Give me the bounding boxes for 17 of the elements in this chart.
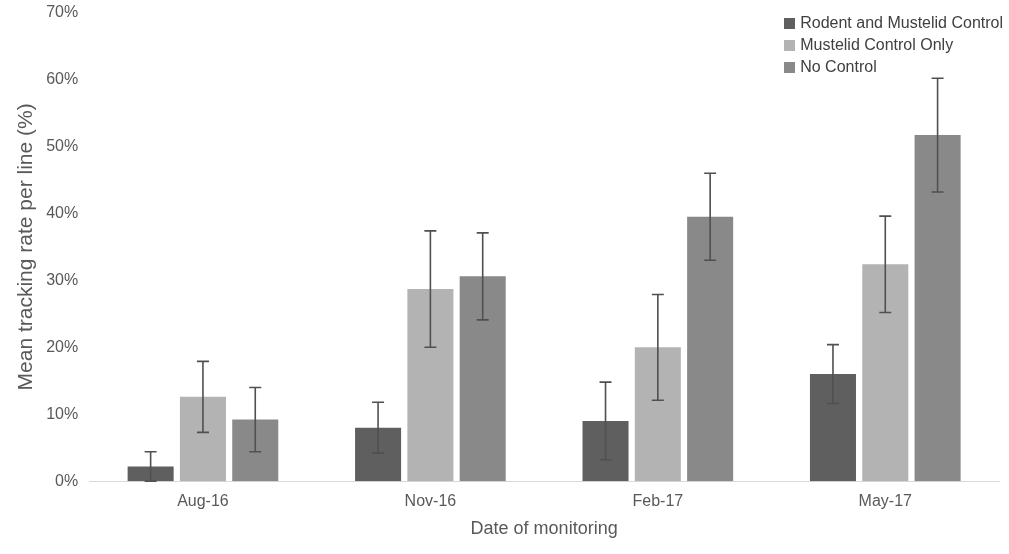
legend-label: Mustelid Control Only [800,36,954,54]
legend-label: Rodent and Mustelid Control [800,14,1003,32]
y-tick-label: 10% [46,404,79,422]
x-tick-label: Aug-16 [177,492,229,510]
x-tick-label: May-17 [858,492,913,510]
y-tick-label: 50% [46,136,79,154]
legend-label: No Control [800,58,877,76]
y-tick-label: 70% [46,3,79,21]
y-tick-label: 20% [46,337,79,355]
y-tick-label: 60% [46,69,79,87]
y-axis-title: Mean tracking rate per line (%) [13,103,37,391]
x-tick-label: Nov-16 [404,492,457,510]
y-tick-label: 30% [46,270,79,288]
y-tick-label: 0% [55,471,79,489]
x-axis-title: Date of monitoring [470,518,618,539]
y-tick-label: 40% [46,203,79,221]
x-tick-label: Feb-17 [632,492,684,510]
